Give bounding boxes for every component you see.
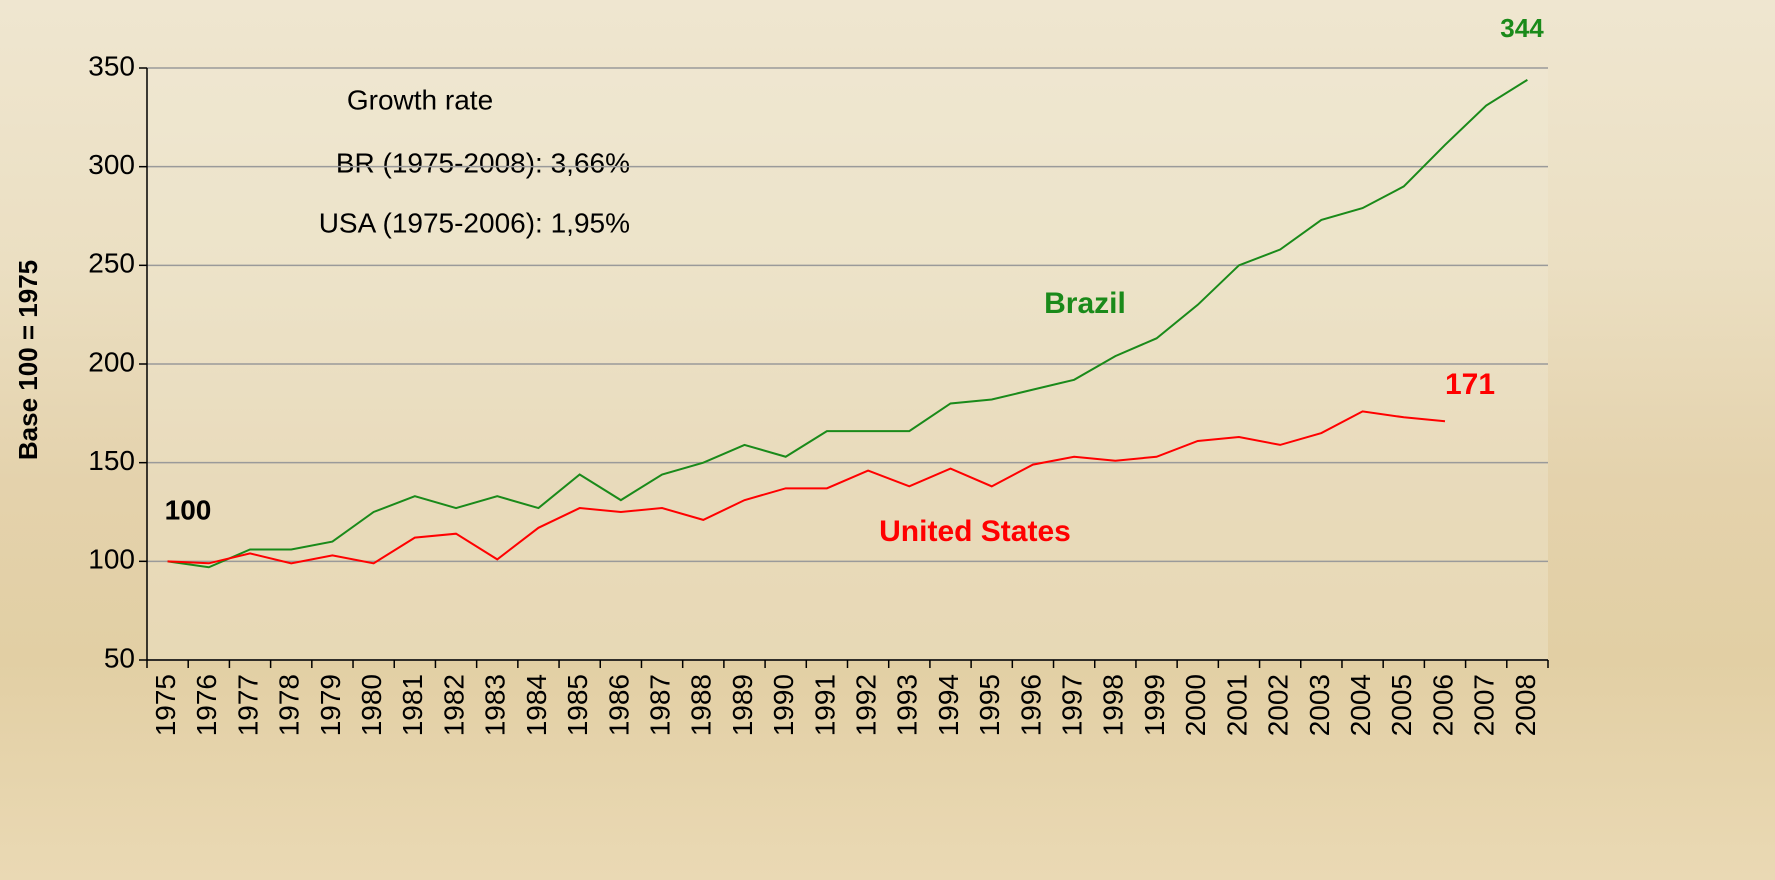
x-tick-label: 2002 (1263, 674, 1294, 736)
data-label: 344 (1500, 13, 1544, 43)
y-tick-label: 300 (88, 149, 135, 180)
x-tick-label: 1992 (850, 674, 881, 736)
x-tick-label: 1989 (727, 674, 758, 736)
x-tick-label: 1988 (686, 674, 717, 736)
x-tick-label: 1997 (1057, 674, 1088, 736)
x-tick-label: 1985 (562, 674, 593, 736)
x-tick-label: 2004 (1345, 674, 1376, 736)
x-tick-label: 1986 (603, 674, 634, 736)
x-tick-label: 1993 (892, 674, 923, 736)
x-tick-label: 1995 (974, 674, 1005, 736)
x-tick-label: 1990 (768, 674, 799, 736)
series-label: United States (879, 515, 1071, 548)
x-tick-label: 2006 (1427, 674, 1458, 736)
y-tick-label: 350 (88, 50, 135, 81)
data-label: 171 (1445, 368, 1495, 401)
y-tick-label: 50 (104, 642, 135, 673)
annotation: BR (1975-2008): 3,66% (336, 147, 630, 178)
data-label: 100 (165, 494, 212, 525)
x-tick-label: 1987 (644, 674, 675, 736)
x-tick-label: 1977 (232, 674, 263, 736)
x-tick-label: 1996 (1015, 674, 1046, 736)
y-tick-label: 250 (88, 248, 135, 279)
x-tick-label: 2001 (1221, 674, 1252, 736)
x-tick-label: 1983 (480, 674, 511, 736)
x-tick-label: 1991 (809, 674, 840, 736)
y-axis-label: Base 100 = 1975 (13, 260, 43, 460)
x-tick-label: 1978 (274, 674, 305, 736)
x-tick-label: 2003 (1304, 674, 1335, 736)
x-tick-label: 1994 (933, 674, 964, 736)
series-label: Brazil (1044, 287, 1126, 320)
x-tick-label: 2000 (1180, 674, 1211, 736)
x-tick-label: 1982 (438, 674, 469, 736)
x-tick-label: 2007 (1469, 674, 1500, 736)
y-tick-label: 150 (88, 445, 135, 476)
x-tick-label: 1976 (191, 674, 222, 736)
x-tick-label: 1981 (397, 674, 428, 736)
x-tick-label: 1998 (1098, 674, 1129, 736)
x-tick-label: 1984 (521, 674, 552, 736)
annotation: USA (1975-2006): 1,95% (319, 207, 630, 238)
y-tick-label: 200 (88, 346, 135, 377)
x-tick-label: 1980 (356, 674, 387, 736)
chart: Base 100 = 1975 Growth rate BR (1975-200… (0, 0, 1775, 880)
x-tick-label: 1999 (1139, 674, 1170, 736)
y-tick-label: 100 (88, 544, 135, 575)
annotation: Growth rate (347, 84, 493, 115)
x-tick-label: 1975 (150, 674, 181, 736)
x-tick-label: 2005 (1386, 674, 1417, 736)
x-tick-label: 2008 (1510, 674, 1541, 736)
x-tick-label: 1979 (315, 674, 346, 736)
